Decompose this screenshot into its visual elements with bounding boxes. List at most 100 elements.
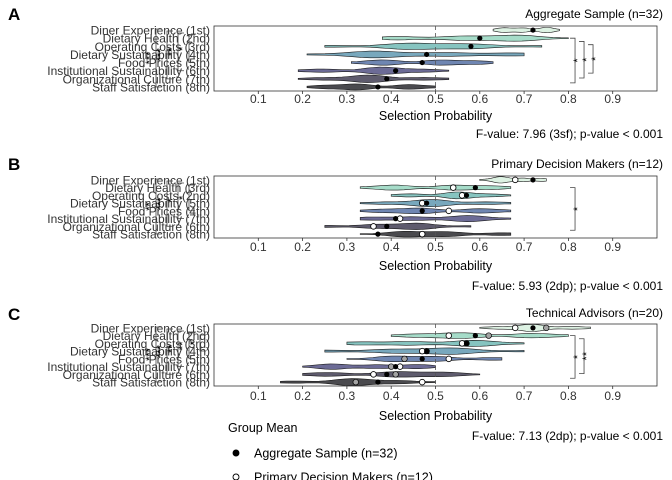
mean-point-aggregate: [375, 379, 381, 385]
significance-bracket: [188, 34, 195, 64]
mean-point-technical: [543, 324, 550, 332]
x-tick-label: 0.1: [250, 240, 267, 254]
mean-point-primary: [419, 230, 426, 238]
panel-letter: C: [8, 305, 20, 324]
significance-bracket: [155, 178, 162, 235]
mean-point-technical: [485, 332, 492, 339]
significance-label: *: [177, 46, 189, 51]
significance-label: *: [572, 354, 584, 359]
significance-bracket: [155, 326, 162, 383]
category-label: Organizational Culture (7th): [63, 72, 210, 86]
significance-label: **: [166, 47, 178, 56]
mean-point-aggregate: [463, 340, 470, 346]
mean-point-primary: [512, 324, 519, 332]
significance-bracket: [570, 335, 576, 379]
significance-label: ***: [155, 196, 167, 210]
category-label: Diner Experience (1st): [91, 173, 210, 187]
significance-bracket: [570, 187, 576, 231]
x-tick-label: 0.9: [604, 240, 621, 254]
category-label: Organizational Culture (6th): [63, 220, 210, 234]
mean-point-aggregate: [472, 185, 478, 191]
x-tick-label: 0.2: [294, 389, 311, 403]
x-tick-label: 0.9: [604, 92, 621, 106]
significance-bracket: [166, 328, 173, 375]
mean-point-technical: [401, 355, 408, 363]
category-label: Dietary Sustainability (4th): [70, 48, 210, 62]
panel-footer: F-value: 7.13 (2dp); p-value < 0.001: [472, 429, 663, 443]
violin-shape: [324, 42, 543, 50]
mean-point-aggregate: [384, 76, 390, 82]
x-tick-label: 0.8: [560, 389, 577, 403]
significance-label: ***: [155, 48, 167, 62]
x-tick-label: 0.7: [516, 389, 533, 403]
category-label: Operating Costs (3rd): [95, 337, 210, 351]
legend-title: Group Mean: [228, 421, 298, 435]
x-tick-label: 0.5: [427, 389, 444, 403]
mean-point-aggregate: [419, 356, 425, 362]
violin-shape: [306, 50, 525, 59]
x-tick-label: 0.7: [516, 92, 533, 106]
significance-bracket: [166, 30, 173, 80]
mean-point-aggregate: [384, 223, 390, 229]
chart-panel-b: B Primary Decision Makers (n=12) Diner Exp…: [8, 155, 663, 293]
x-axis-label: Selection Probability: [379, 109, 493, 123]
mean-point-primary: [419, 378, 426, 386]
mean-point-aggregate: [375, 84, 381, 90]
mean-point-technical: [352, 378, 359, 386]
significance-bracket: [177, 182, 184, 219]
category-label: Institutional Sustainability (6th): [47, 64, 210, 78]
x-tick-label: 0.2: [294, 240, 311, 254]
mean-point-aggregate: [419, 59, 425, 66]
x-tick-label: 0.3: [339, 240, 356, 254]
significance-bracket: [579, 338, 585, 374]
chart-panel-c: C Technical Advisors (n=20) Diner Experien…: [8, 305, 663, 443]
mean-point-aggregate: [424, 348, 430, 354]
significance-bracket: [177, 330, 184, 367]
x-axis-label: Selection Probability: [379, 409, 493, 423]
panel-footer: F-value: 7.96 (3sf); p-value < 0.001: [476, 127, 663, 141]
mean-point-primary: [370, 223, 377, 230]
x-tick-label: 0.6: [471, 92, 488, 106]
mean-point-aggregate: [463, 192, 470, 198]
category-label: Food Prices (4th): [118, 204, 210, 218]
significance-bracket: [588, 44, 594, 74]
significance-label: ***: [144, 347, 156, 361]
significance-label: *: [590, 56, 602, 61]
violin-shape: [390, 191, 512, 200]
mean-point-primary: [512, 176, 519, 184]
significance-label: **: [177, 341, 189, 350]
mean-point-aggregate: [468, 43, 474, 49]
category-label: Operating Costs (3rd): [95, 40, 210, 54]
significance-label: *: [188, 340, 200, 345]
mean-point-aggregate: [419, 208, 425, 214]
mean-point-aggregate: [530, 325, 536, 331]
panel-subtitle: Primary Decision Makers (n=12): [491, 157, 663, 171]
significance-label: *: [177, 195, 189, 200]
legend-marker-aggregate: [232, 449, 240, 457]
mean-point-primary: [445, 332, 452, 339]
significance-label: **: [581, 351, 593, 360]
legend-label-primary: Primary Decision Makers (n=12): [254, 471, 433, 480]
mean-point-aggregate: [375, 231, 381, 237]
violin-shape: [306, 83, 436, 91]
significance-label: *: [572, 206, 584, 211]
violin-shape: [381, 34, 569, 42]
mean-point-aggregate: [384, 371, 390, 377]
panel-letter: B: [8, 155, 20, 174]
significance-bracket: [188, 332, 195, 360]
mean-point-primary: [450, 184, 457, 191]
legend-marker-primary: [232, 473, 240, 480]
mean-point-aggregate: [424, 200, 430, 206]
significance-bracket: [188, 184, 195, 212]
x-tick-label: 0.6: [471, 389, 488, 403]
category-label: Staff Satisfaction (8th): [92, 228, 210, 242]
mean-point-aggregate: [393, 68, 399, 74]
category-label: Food Prices (5th): [118, 56, 210, 70]
x-tick-label: 0.8: [560, 92, 577, 106]
significance-label: **: [144, 202, 156, 211]
mean-point-primary: [370, 371, 377, 378]
significance-bracket: [570, 37, 576, 84]
significance-label: ***: [144, 51, 156, 65]
mean-point-aggregate: [393, 364, 399, 370]
